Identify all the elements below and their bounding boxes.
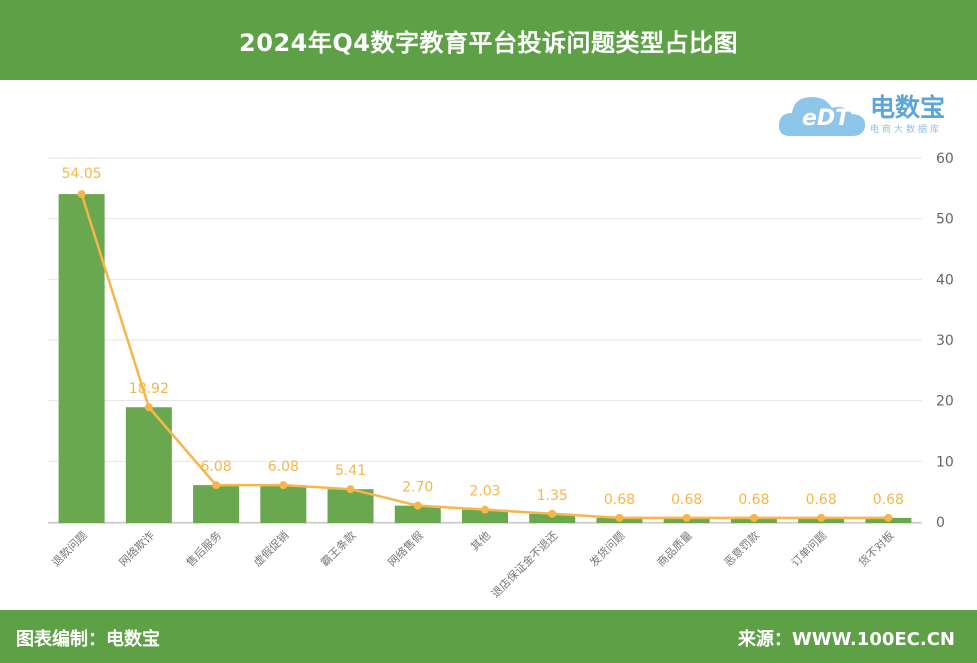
line-point [481, 505, 489, 514]
x-tick-label: 网络欺诈 [116, 528, 157, 569]
x-tick-label: 退款问题 [49, 528, 90, 569]
data-label: 0.68 [806, 492, 837, 508]
data-label: 54.05 [62, 166, 102, 182]
x-tick-label: 霸王条款 [318, 528, 359, 569]
y-tick-label: 60 [936, 151, 954, 167]
line-point [144, 403, 153, 412]
x-tick-label: 发货问题 [587, 528, 628, 569]
line-point [884, 513, 893, 522]
line-point [279, 481, 288, 490]
logo-name: 电数宝 [870, 93, 946, 122]
line-point [77, 190, 86, 199]
data-label: 0.68 [671, 492, 702, 508]
line-point [548, 509, 557, 518]
x-tick-label: 订单问题 [789, 529, 829, 569]
cloud-icon [778, 97, 866, 136]
line-point [346, 485, 355, 494]
bar [327, 489, 374, 523]
x-tick-label: 其他 [468, 529, 493, 554]
line-point [817, 513, 826, 522]
line-point [212, 481, 221, 490]
data-label: 18.92 [129, 381, 169, 397]
x-tick-label: 虚假促销 [250, 528, 291, 569]
y-tick-label: 20 [936, 394, 954, 410]
data-label: 6.08 [268, 459, 299, 475]
y-tick-label: 0 [936, 515, 945, 531]
bar-line-chart: 0 10 20 30 40 50 60 54.05 18.92 6.08 6.08 5.41 2.70 2… [48, 151, 954, 600]
bar [58, 194, 105, 523]
x-tick-label: 货不对板 [855, 528, 896, 569]
line-point [682, 513, 691, 522]
data-label: 5.41 [335, 463, 366, 479]
data-label: 0.68 [873, 492, 904, 508]
data-label: 1.35 [537, 488, 568, 504]
bar [394, 505, 441, 523]
data-label: 2.03 [469, 484, 500, 500]
bar [462, 509, 508, 523]
x-tick-label: 售后服务 [183, 528, 224, 569]
bar [193, 485, 240, 523]
x-tick-label: 退店保证金不退还 [488, 528, 560, 600]
brand-logo: eDT 电数宝 电商大数据库 [776, 84, 966, 144]
chart-footer: 图表编制：电数宝 来源：WWW.100EC.CN [0, 610, 977, 663]
bar [529, 513, 576, 523]
logo-tagline: 电商大数据库 [870, 125, 943, 135]
x-tick-label: 恶意罚款 [721, 528, 762, 569]
y-tick-label: 10 [936, 454, 954, 470]
x-tick-label: 网络售假 [385, 528, 426, 569]
x-tick-label: 商品质量 [654, 528, 695, 569]
data-label: 2.70 [402, 480, 433, 496]
data-label: 0.68 [604, 492, 635, 508]
data-label: 6.08 [200, 459, 231, 475]
footer-source: 来源：WWW.100EC.CN [737, 629, 955, 650]
y-tick-label: 40 [936, 272, 954, 288]
line-point [615, 513, 624, 522]
footer-credit: 图表编制：电数宝 [16, 629, 160, 650]
logo-mark: eDT [802, 106, 851, 131]
y-tick-label: 30 [936, 333, 954, 349]
line-point [413, 501, 422, 510]
chart-header: 2024年Q4数字教育平台投诉问题类型占比图 [0, 0, 977, 80]
chart-title: 2024年Q4数字教育平台投诉问题类型占比图 [239, 28, 738, 57]
data-label: 0.68 [738, 492, 769, 508]
bar [260, 485, 307, 523]
y-tick-label: 50 [936, 212, 954, 228]
line-point [749, 513, 758, 522]
